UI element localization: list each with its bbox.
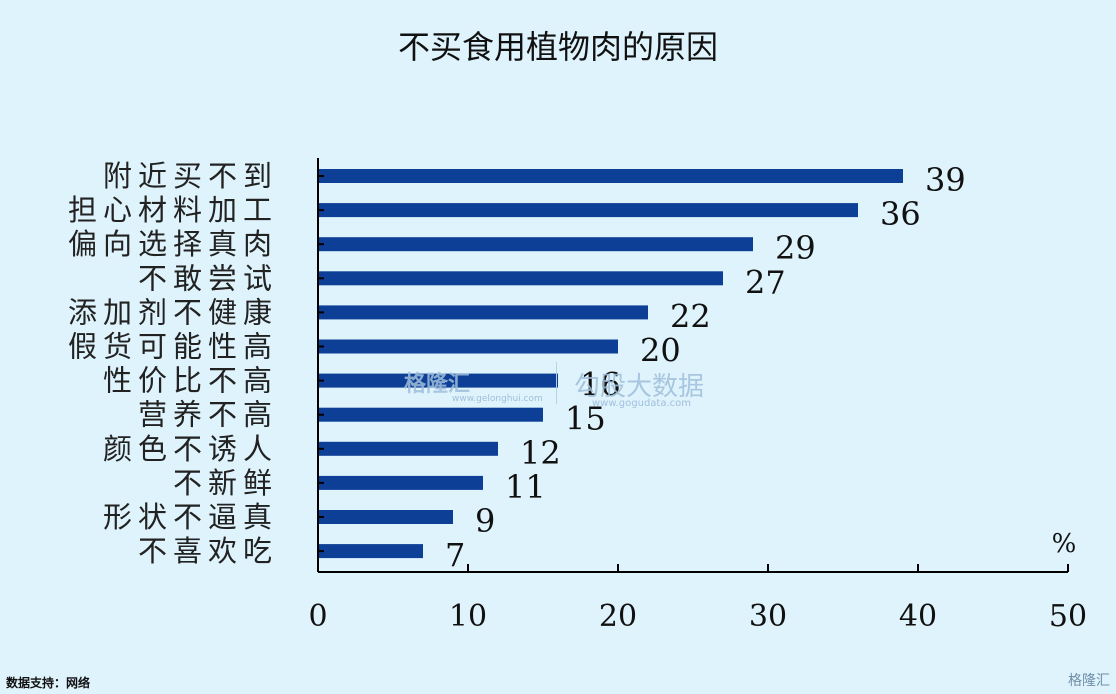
value-label: 29: [775, 229, 816, 267]
bar: [319, 339, 618, 354]
category-label: 形状不逼真: [103, 500, 278, 534]
category-label: 颜色不诱人: [103, 432, 278, 466]
bar: [319, 203, 858, 218]
value-label: 27: [745, 263, 786, 301]
category-label: 假货可能性高: [68, 330, 278, 364]
watermark-gelonghui-url: www.gelonghui.com: [452, 394, 543, 404]
chart-title: 不买食用植物肉的原因: [397, 28, 718, 66]
watermark-gelonghui: 格隆汇: [404, 372, 471, 397]
x-tick-label: 0: [308, 599, 327, 634]
category-label: 性价比不高: [103, 364, 278, 398]
category-label: 担心材料加工: [68, 193, 278, 227]
category-label: 添加剂不健康: [68, 295, 278, 329]
bar: [319, 441, 498, 456]
watermark-divider: [556, 362, 557, 404]
category-label: 附近买不到: [103, 159, 278, 193]
x-tick-label: 30: [749, 599, 787, 634]
value-label: 22: [670, 297, 711, 335]
bar: [319, 169, 903, 183]
corner-logo: 格隆汇: [1068, 673, 1110, 689]
bar: [319, 271, 723, 286]
category-label: 不新鲜: [173, 466, 278, 500]
value-label: 20: [640, 332, 681, 370]
value-label: 11: [505, 468, 546, 506]
data-source-note: 数据支持：网络: [6, 676, 91, 690]
bar: [319, 237, 753, 252]
value-label: 7: [445, 536, 465, 574]
x-tick-label: 40: [899, 599, 937, 634]
x-tick-label: 10: [449, 599, 487, 634]
value-label: 12: [520, 434, 561, 472]
x-tick-label: 50: [1049, 599, 1087, 634]
x-tick-label: 20: [599, 599, 637, 634]
category-label: 偏向选择真肉: [68, 227, 278, 261]
value-label: 9: [475, 502, 495, 540]
category-label: 营养不高: [138, 398, 278, 432]
bar: [319, 544, 423, 559]
bar: [319, 407, 543, 422]
value-label: 15: [565, 400, 606, 438]
category-label: 不敢尝试: [138, 261, 278, 295]
bar: [319, 305, 648, 320]
value-label: 16: [580, 366, 621, 404]
value-label: 39: [925, 161, 966, 199]
value-label: 36: [880, 195, 921, 233]
x-axis-unit-label: %: [1052, 529, 1077, 559]
watermark-gogudata: 勾股大数据: [574, 372, 705, 402]
watermark-gogudata-url: www.gogudata.com: [592, 398, 692, 409]
bar: [319, 510, 453, 524]
bar: [319, 475, 483, 490]
category-label: 不喜欢吃: [138, 534, 278, 568]
bar: [319, 373, 558, 388]
